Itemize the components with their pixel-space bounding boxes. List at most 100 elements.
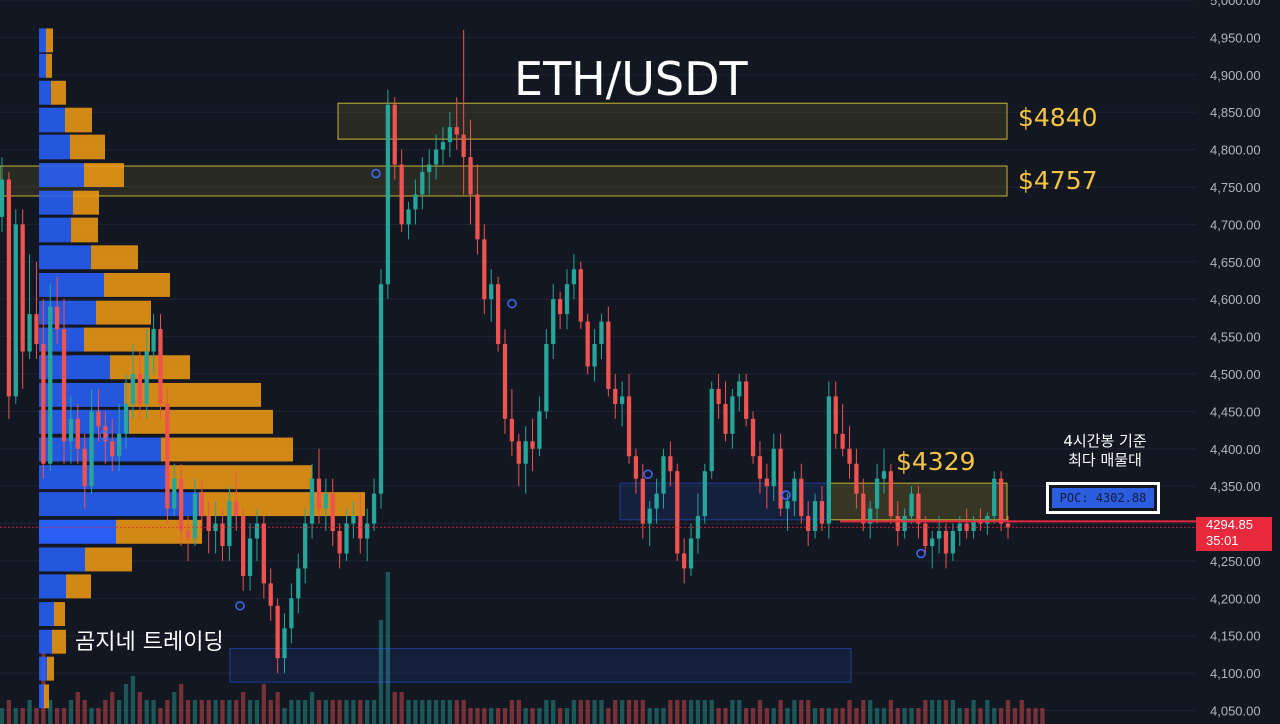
- candle: [41, 299, 46, 479]
- candle-body: [89, 411, 94, 487]
- candle-body: [785, 501, 790, 509]
- candle: [406, 201, 411, 240]
- volume-bar: [358, 700, 363, 724]
- volume-bar: [744, 708, 749, 724]
- volume-bar: [433, 700, 439, 724]
- volume-bar: [282, 708, 287, 724]
- trade-marker: [643, 469, 653, 479]
- candle-body: [750, 418, 756, 457]
- candle-body: [647, 508, 652, 524]
- volume-bar: [0, 708, 5, 724]
- profile-sell: [46, 28, 53, 53]
- poc-note-line-2: 최다 매물대: [1068, 451, 1142, 469]
- candle: [792, 471, 797, 517]
- candle-body: [764, 478, 769, 487]
- volume-bar: [447, 700, 453, 724]
- candle-body: [757, 456, 763, 479]
- candle: [130, 344, 136, 419]
- candle: [502, 329, 508, 434]
- volume-bar: [454, 700, 459, 724]
- candle-body: [943, 531, 949, 554]
- profile-sell: [65, 107, 92, 133]
- candle: [592, 329, 597, 382]
- trade-marker: [916, 548, 926, 559]
- candle: [468, 119, 473, 225]
- candle: [199, 478, 204, 532]
- candle-body: [289, 598, 294, 629]
- candle: [509, 388, 515, 457]
- candle-body: [337, 531, 342, 554]
- volume-bar: [592, 700, 597, 724]
- candle: [723, 381, 728, 442]
- chart-title: ETH/USDT: [514, 52, 748, 106]
- volume-bar: [172, 692, 177, 724]
- candle-body: [998, 478, 1004, 524]
- candle-body: [544, 344, 549, 412]
- volume-bar: [254, 700, 260, 724]
- profile-sell: [51, 80, 66, 105]
- candle-body: [854, 463, 859, 494]
- volume-bar: [998, 708, 1004, 724]
- volume-bar: [826, 708, 831, 724]
- volume-bar: [337, 700, 342, 724]
- profile-sell: [166, 465, 312, 490]
- level-label-4757: $4757: [1018, 166, 1098, 195]
- volume-bar: [151, 700, 156, 724]
- candle: [447, 112, 453, 158]
- y-tick-label: 5,000.00: [1210, 0, 1261, 8]
- candle-body: [110, 441, 115, 457]
- volume-bar: [750, 708, 756, 724]
- volume-bar: [75, 692, 80, 724]
- candle: [289, 583, 294, 644]
- candle-body: [709, 388, 714, 472]
- candle: [454, 97, 459, 150]
- candle: [137, 351, 142, 419]
- volume-bar: [992, 708, 997, 724]
- volume-bar: [420, 700, 425, 724]
- volume-bar: [881, 708, 887, 724]
- y-tick-label: 4,950.00: [1210, 30, 1261, 45]
- volume-bar: [737, 700, 742, 724]
- candle: [847, 426, 852, 479]
- volume-bar: [103, 700, 108, 724]
- candle: [427, 149, 432, 195]
- trade-marker: [781, 490, 791, 500]
- candle-body: [75, 418, 80, 449]
- candle: [268, 568, 273, 621]
- candle: [158, 314, 163, 419]
- profile-sell: [91, 245, 138, 270]
- candle-body: [482, 239, 487, 300]
- volume-bar: [647, 708, 652, 724]
- y-tick-label: 4,750.00: [1210, 180, 1261, 195]
- volume-bar: [509, 700, 515, 724]
- candle: [613, 373, 618, 419]
- candle: [888, 463, 893, 524]
- volume-bar: [316, 700, 322, 724]
- volume-bar: [840, 708, 845, 724]
- brand-label: 곰지네 트레이딩: [75, 630, 224, 655]
- candle-body: [523, 441, 528, 464]
- candle-body: [806, 516, 811, 532]
- candle-body: [881, 471, 887, 479]
- candle: [275, 598, 280, 674]
- zone-4840: [337, 102, 1008, 140]
- candle: [964, 508, 969, 539]
- volume-bar: [330, 700, 335, 724]
- candle: [185, 516, 191, 561]
- volume-bar: [613, 700, 618, 724]
- current-price-line: [0, 520, 1196, 528]
- profile-sell: [84, 163, 124, 187]
- volume-bar: [606, 708, 611, 724]
- candle-body: [13, 224, 18, 397]
- profile-buy: [39, 217, 71, 243]
- candle: [123, 373, 129, 449]
- candle-body: [909, 493, 914, 517]
- candle-body: [303, 523, 308, 569]
- candle: [799, 463, 804, 524]
- volume-bar: [482, 708, 487, 724]
- candle: [482, 224, 487, 315]
- poc-value: POC: 4302.88: [1052, 488, 1154, 508]
- candle-body: [716, 388, 721, 404]
